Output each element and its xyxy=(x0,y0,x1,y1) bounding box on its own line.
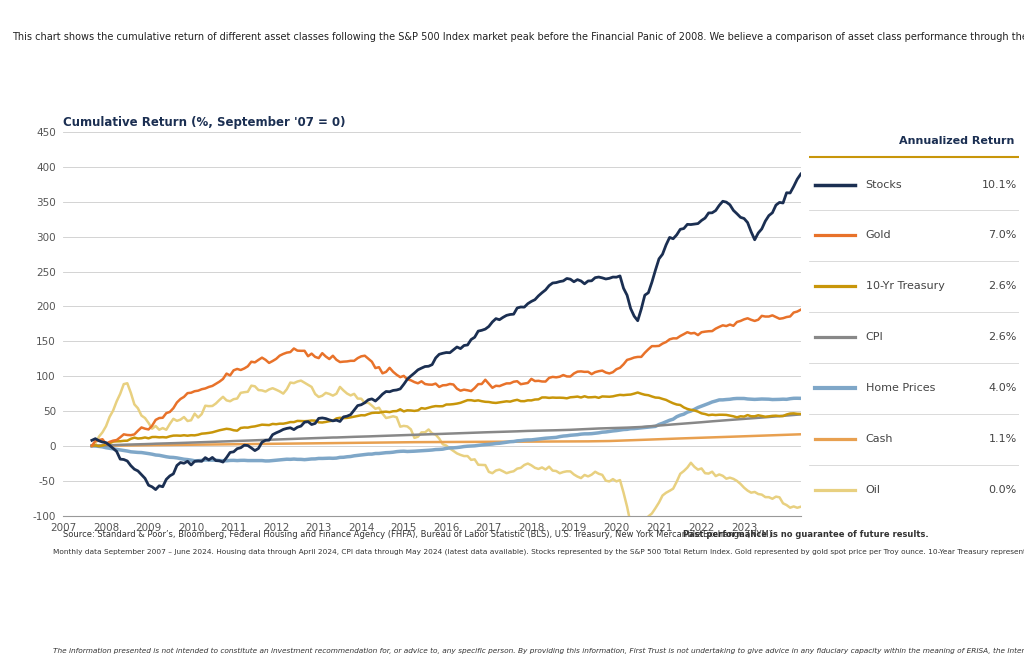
Text: The information presented is not intended to constitute an investment recommenda: The information presented is not intende… xyxy=(53,648,1024,654)
Text: 1.1%: 1.1% xyxy=(988,434,1017,444)
Text: This chart shows the cumulative return of different asset classes following the : This chart shows the cumulative return o… xyxy=(12,32,1024,42)
Text: 7.0%: 7.0% xyxy=(988,231,1017,241)
Text: 10.1%: 10.1% xyxy=(982,180,1017,190)
Text: CPI: CPI xyxy=(865,332,884,342)
Text: Cash: Cash xyxy=(865,434,893,444)
Text: Annualized Return: Annualized Return xyxy=(899,136,1015,146)
Text: 10-Yr Treasury: 10-Yr Treasury xyxy=(865,282,944,292)
Text: Gold: Gold xyxy=(865,231,891,241)
Text: 2.6%: 2.6% xyxy=(988,332,1017,342)
Text: Source: Standard & Poor’s, Bloomberg, Federal Housing and Finance Agency (FHFA),: Source: Standard & Poor’s, Bloomberg, Fe… xyxy=(63,530,775,539)
Text: Monthly data September 2007 – June 2024. Housing data through April 2024, CPI da: Monthly data September 2007 – June 2024.… xyxy=(53,549,1024,555)
Text: 4.0%: 4.0% xyxy=(988,383,1017,393)
Text: Oil: Oil xyxy=(865,485,881,495)
Text: Home Prices: Home Prices xyxy=(865,383,935,393)
Text: Cumulative Return (%, September '07 = 0): Cumulative Return (%, September '07 = 0) xyxy=(63,116,346,129)
Text: 2.6%: 2.6% xyxy=(988,282,1017,292)
Text: Past performance is no guarantee of future results.: Past performance is no guarantee of futu… xyxy=(683,530,929,539)
Text: 0.0%: 0.0% xyxy=(988,485,1017,495)
Text: Stocks: Stocks xyxy=(865,180,902,190)
